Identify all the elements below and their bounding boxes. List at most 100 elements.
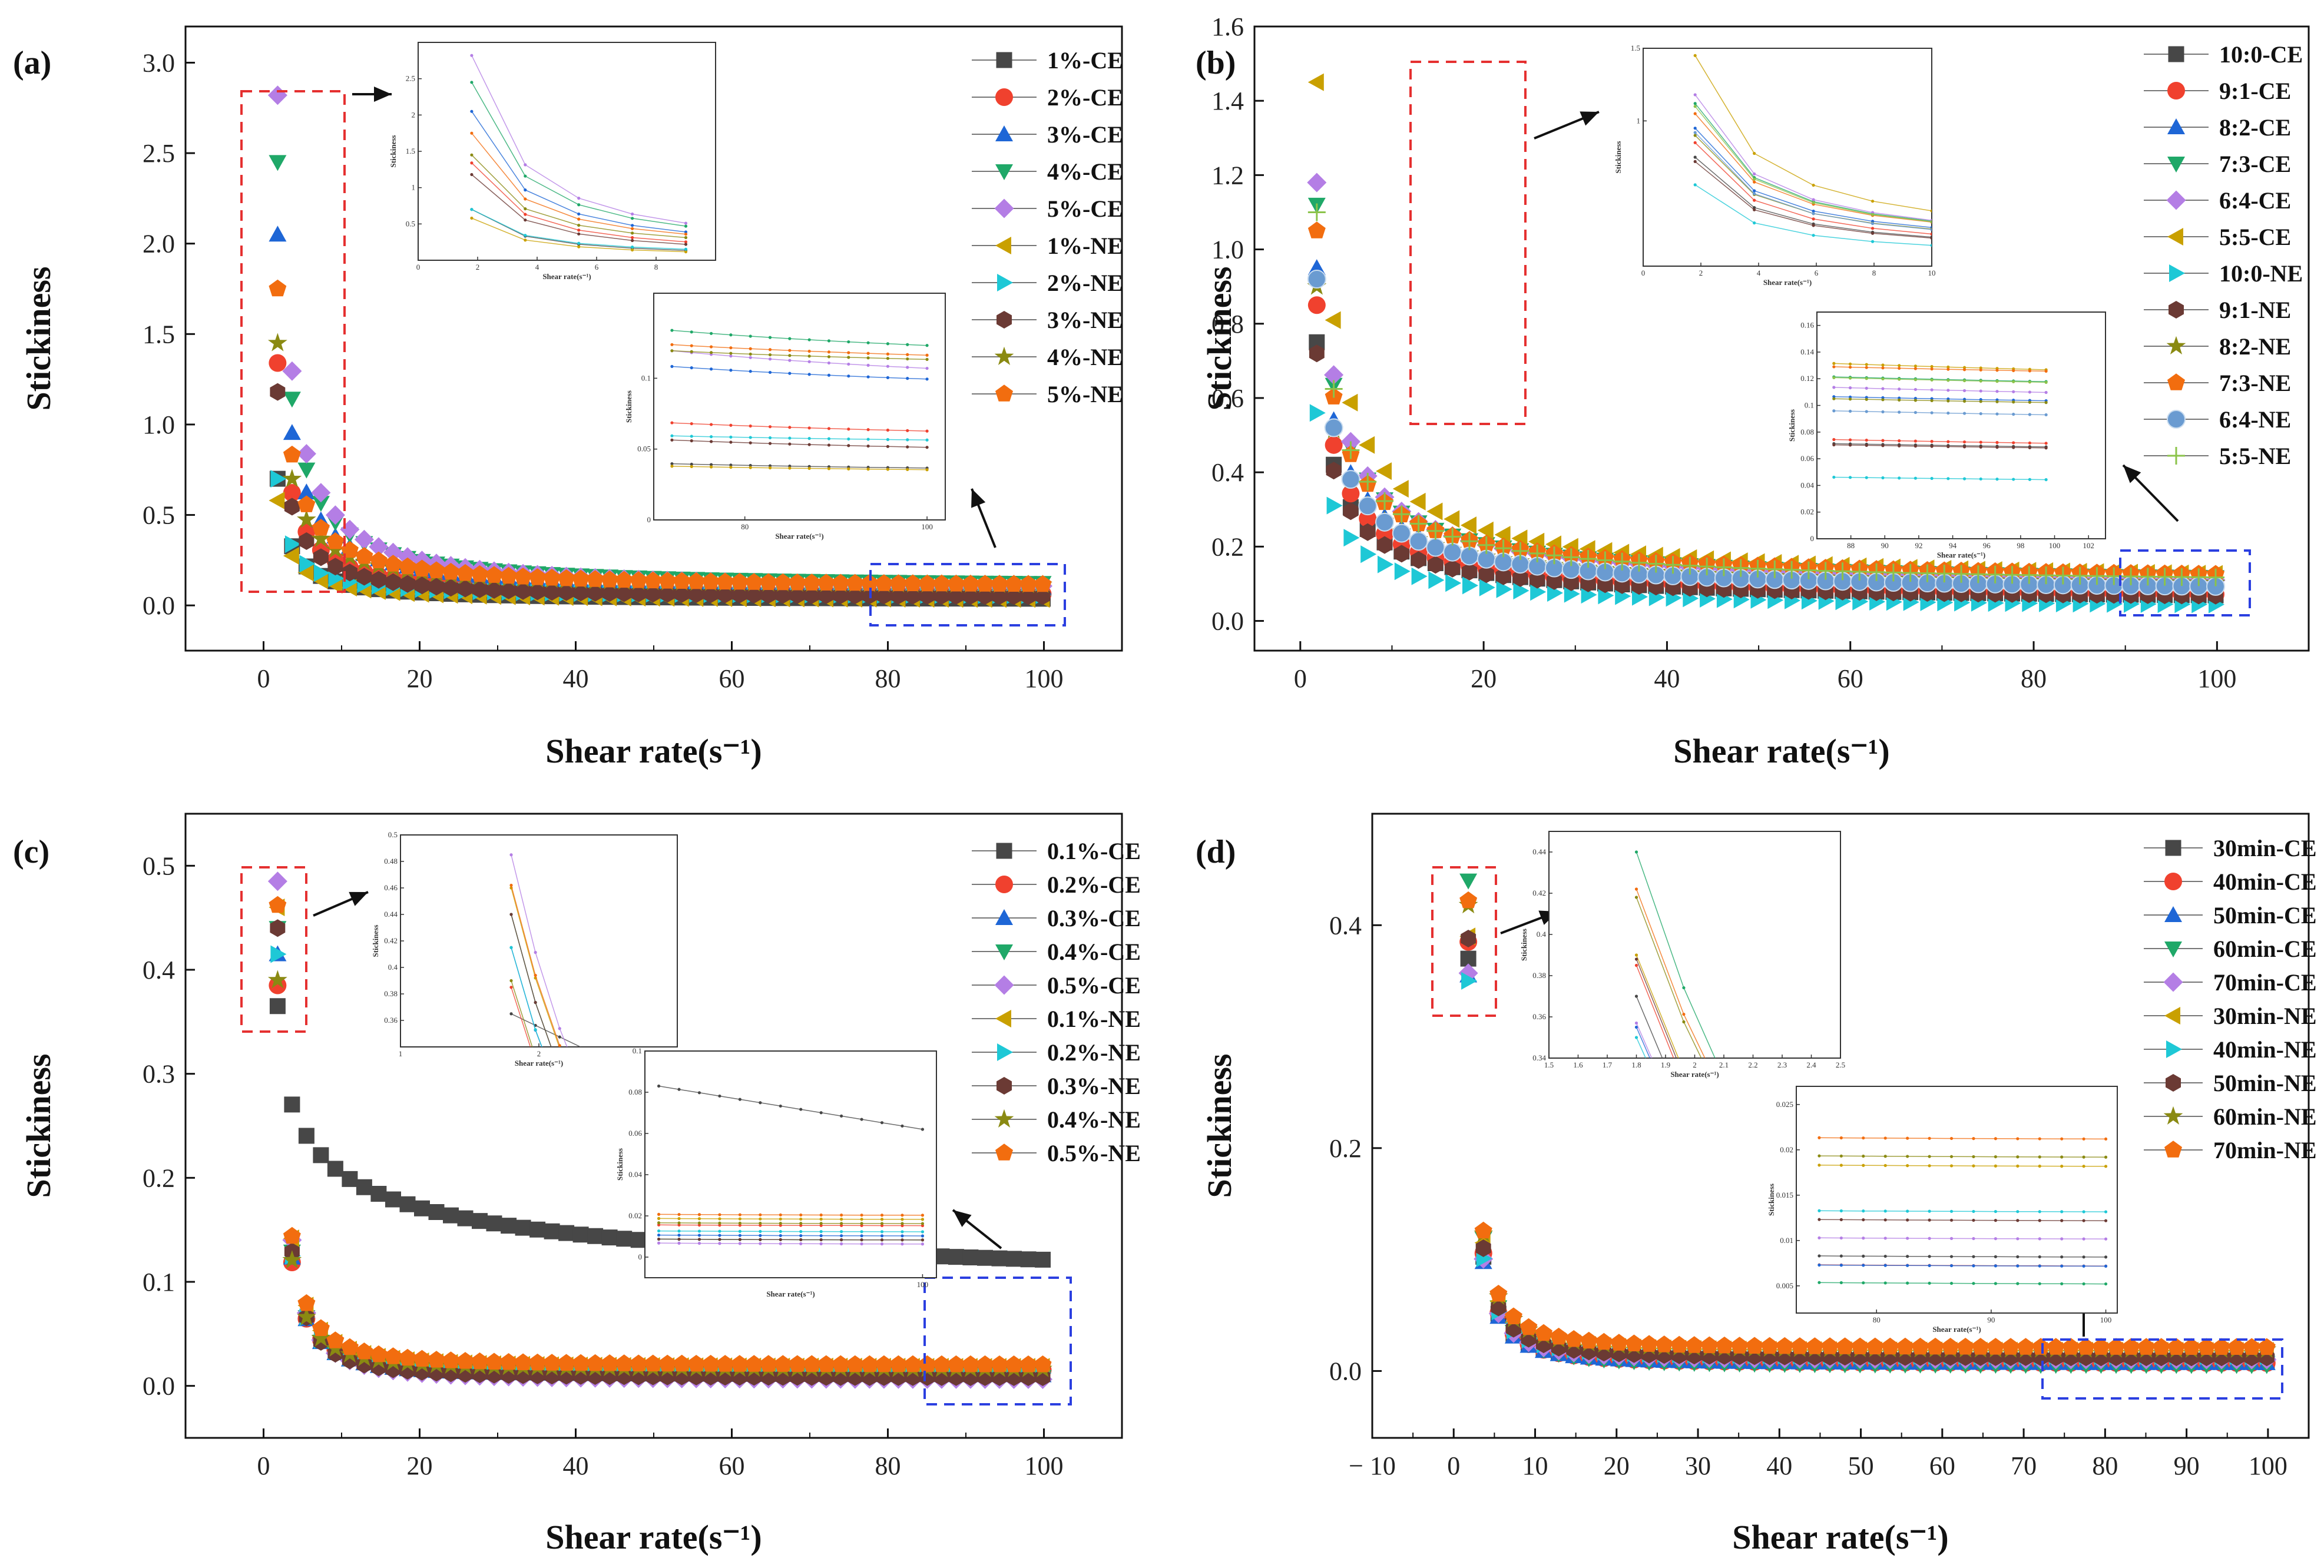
inset-point	[729, 352, 733, 355]
inset-point	[925, 446, 929, 449]
inset-point	[1883, 1218, 1887, 1222]
data-point	[1459, 873, 1478, 890]
inset-y-tick-label: 0.48	[384, 857, 398, 866]
inset-y-tick-label: 0.36	[1532, 1012, 1546, 1021]
inset-y-tick-label: 1	[1637, 116, 1641, 125]
data-point	[297, 483, 316, 500]
inset-x-tick-label: 92	[1915, 541, 1922, 550]
inset-point	[749, 463, 752, 468]
data-point	[1941, 1338, 1959, 1355]
data-point	[471, 1352, 489, 1370]
inset-point	[709, 351, 713, 354]
inset-point	[827, 443, 831, 447]
inset-point	[860, 1118, 863, 1121]
inset-point	[1634, 953, 1638, 957]
inset-point	[799, 1222, 803, 1225]
inset-point	[2060, 1210, 2064, 1214]
inset-point	[729, 465, 733, 469]
data-point	[601, 571, 619, 588]
inset-end: 100 0 0.02 0.04 0.06 0.08 0.1 Shear rate(s⁻¹) St…	[615, 1046, 937, 1298]
inset-point	[1962, 389, 1967, 393]
inset-point	[1946, 379, 1950, 382]
inset-frame	[1548, 831, 1841, 1059]
inset-point	[866, 468, 870, 471]
series-5%-NE	[269, 279, 1052, 592]
inset-point	[631, 231, 634, 235]
legend-marker	[994, 975, 1014, 995]
inset-point	[670, 421, 674, 425]
inset-point	[1753, 172, 1756, 175]
data-point	[875, 1355, 893, 1373]
inset-y-tick-label: 0.02	[1800, 508, 1814, 516]
legend-marker	[2167, 118, 2185, 134]
inset-y-tick-label: 0.5	[388, 830, 398, 839]
legend-entry: 6:4-CE	[2144, 187, 2291, 214]
data-point	[674, 585, 690, 603]
inset-point	[1906, 1155, 1909, 1158]
inset-point	[2044, 478, 2048, 482]
inset-point	[1812, 224, 1815, 227]
data-point	[1513, 582, 1530, 600]
inset-point	[840, 1217, 843, 1221]
inset-point	[1865, 377, 1868, 380]
data-point	[731, 585, 747, 604]
legend-entry: 60min-CE	[2144, 936, 2317, 962]
data-point	[269, 896, 287, 913]
inset-point	[2104, 1219, 2108, 1222]
data-point	[616, 1231, 633, 1247]
inset-point	[657, 1221, 661, 1225]
data-point	[2137, 1338, 2156, 1355]
data-point	[1462, 562, 1477, 581]
inset-point	[880, 1214, 884, 1217]
inset-point	[729, 435, 733, 439]
inset-point	[2016, 1137, 2020, 1141]
data-point	[370, 551, 388, 569]
legend-label: 9:1-CE	[2219, 78, 2291, 104]
legend-label: 8:2-NE	[2219, 333, 2291, 360]
data-point	[918, 1355, 936, 1373]
data-point	[267, 871, 287, 891]
inset-series-line	[1833, 444, 2047, 449]
data-point	[701, 572, 720, 589]
inset-point	[1634, 1021, 1638, 1025]
inset-point	[709, 331, 713, 335]
inset-point	[1693, 54, 1697, 57]
data-point	[1790, 1337, 1809, 1354]
legend-label: 0.2%-CE	[1047, 871, 1141, 898]
inset-point	[690, 435, 693, 438]
inset-point	[779, 1217, 782, 1221]
data-point	[269, 492, 285, 509]
data-point	[1006, 1251, 1022, 1267]
data-point	[601, 1229, 618, 1246]
data-point	[977, 1249, 993, 1266]
inset-lines	[1832, 362, 2048, 482]
inset-series-line	[1833, 398, 2047, 403]
inset-point	[677, 1088, 681, 1091]
inset-point	[524, 238, 527, 242]
inset-point	[2038, 1237, 2041, 1241]
data-point	[601, 1354, 619, 1371]
inset-point	[729, 333, 733, 337]
inset-point	[1682, 1108, 1685, 1110]
inset-point	[1832, 443, 1836, 447]
inset-point	[558, 1093, 561, 1096]
inset-point	[768, 357, 772, 361]
inset-series-line	[1833, 476, 2047, 480]
inset-point	[1979, 389, 1982, 393]
inset-y-title: Stickiness	[389, 135, 398, 168]
data-point	[2037, 566, 2055, 585]
inset-point	[607, 1148, 610, 1151]
data-point	[1685, 1336, 1703, 1353]
data-point	[1325, 311, 1341, 329]
inset-point	[759, 1217, 762, 1221]
inset-point	[901, 1222, 904, 1225]
inset-point	[866, 356, 870, 360]
inset-point	[2044, 446, 2048, 450]
inset-point	[1914, 378, 1917, 382]
inset-y-tick-label: 0.42	[384, 936, 398, 945]
inset-point	[1753, 151, 1756, 155]
data-point	[313, 1147, 329, 1163]
inset-point	[906, 429, 909, 432]
inset-x-tick-label: 8	[654, 263, 658, 271]
data-point	[759, 1355, 777, 1372]
